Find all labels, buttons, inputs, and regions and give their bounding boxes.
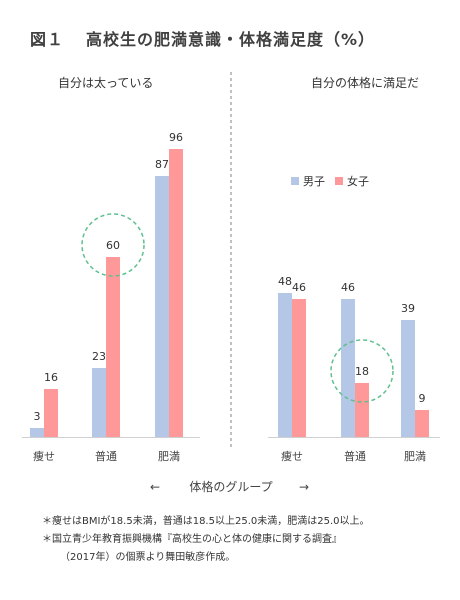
- category-label-1-2: 普通: [95, 449, 117, 463]
- legend-label-女子: 女子: [347, 174, 369, 188]
- bar-1-女子-普通: [106, 257, 120, 437]
- category-label-1-3: 肥満: [158, 450, 180, 463]
- data-label-2-女子-痩せ: 46: [292, 281, 306, 294]
- category-label-2-2: 普通: [344, 449, 366, 463]
- panel-title-1: 自分は太っている: [58, 75, 153, 90]
- bar-1-女子-肥満: [169, 149, 183, 437]
- bar-2-女子-普通: [355, 383, 369, 437]
- data-label-2-男子-痩せ: 48: [278, 275, 292, 288]
- data-label-1-男子-普通: 23: [92, 350, 106, 363]
- data-label-2-男子-普通: 46: [341, 281, 355, 294]
- figure-title: 図１ 高校生の肥満意識・体格満足度（%）: [30, 26, 375, 50]
- data-label-1-女子-普通: 60: [106, 239, 120, 252]
- bar-1-男子-普通: [92, 368, 106, 437]
- data-label-1-男子-痩せ: 3: [34, 410, 41, 423]
- category-label-2-3: 肥満: [404, 450, 426, 463]
- bar-2-男子-肥満: [401, 320, 415, 437]
- data-label-1-女子-痩せ: 16: [44, 371, 58, 384]
- arrow-right: →: [299, 480, 309, 494]
- category-label-1-1: 痩せ: [33, 449, 55, 463]
- data-label-2-男子-肥満: 39: [401, 302, 415, 315]
- figure-title-text: 高校生の肥満意識・体格満足度（%）: [86, 30, 376, 49]
- bar-1-男子-痩せ: [30, 428, 44, 437]
- bar-2-女子-痩せ: [292, 299, 306, 437]
- footnote-source-cont: （2017年）の個票より舞田敏彦作成。: [60, 552, 236, 563]
- bar-2-男子-痩せ: [278, 293, 292, 437]
- legend-swatch-男子: [291, 177, 299, 185]
- arrow-left: ←: [150, 480, 160, 494]
- category-label-2-1: 痩せ: [281, 449, 303, 463]
- data-label-2-女子-肥満: 9: [419, 392, 426, 405]
- legend-swatch-女子: [335, 177, 343, 185]
- bar-2-女子-肥満: [415, 410, 429, 437]
- figure-number: 図１: [30, 30, 65, 49]
- bar-1-男子-肥満: [155, 176, 169, 437]
- highlight-circle-2: [330, 339, 394, 403]
- footnote-definition: ＊痩せはBMIが18.5未満，普通は18.5以上25.0未満，肥満は25.0以上…: [42, 516, 370, 527]
- data-label-1-女子-肥満: 96: [169, 131, 183, 144]
- data-label-2-女子-普通: 18: [355, 365, 369, 378]
- data-label-1-男子-肥満: 87: [155, 158, 169, 171]
- panel-title-2: 自分の体格に満足だ: [311, 75, 419, 90]
- legend-label-男子: 男子: [303, 175, 325, 188]
- bar-2-男子-普通: [341, 299, 355, 437]
- x-axis-label: 体格のグループ: [189, 479, 272, 494]
- bar-1-女子-痩せ: [44, 389, 58, 437]
- footnotes: ＊痩せはBMIが18.5未満，普通は18.5以上25.0未満，肥満は25.0以上…: [42, 513, 370, 567]
- footnote-source: ＊国立青少年教育振興機構『高校生の心と体の健康に関する調査』: [42, 534, 342, 545]
- highlight-circle-1: [81, 213, 145, 277]
